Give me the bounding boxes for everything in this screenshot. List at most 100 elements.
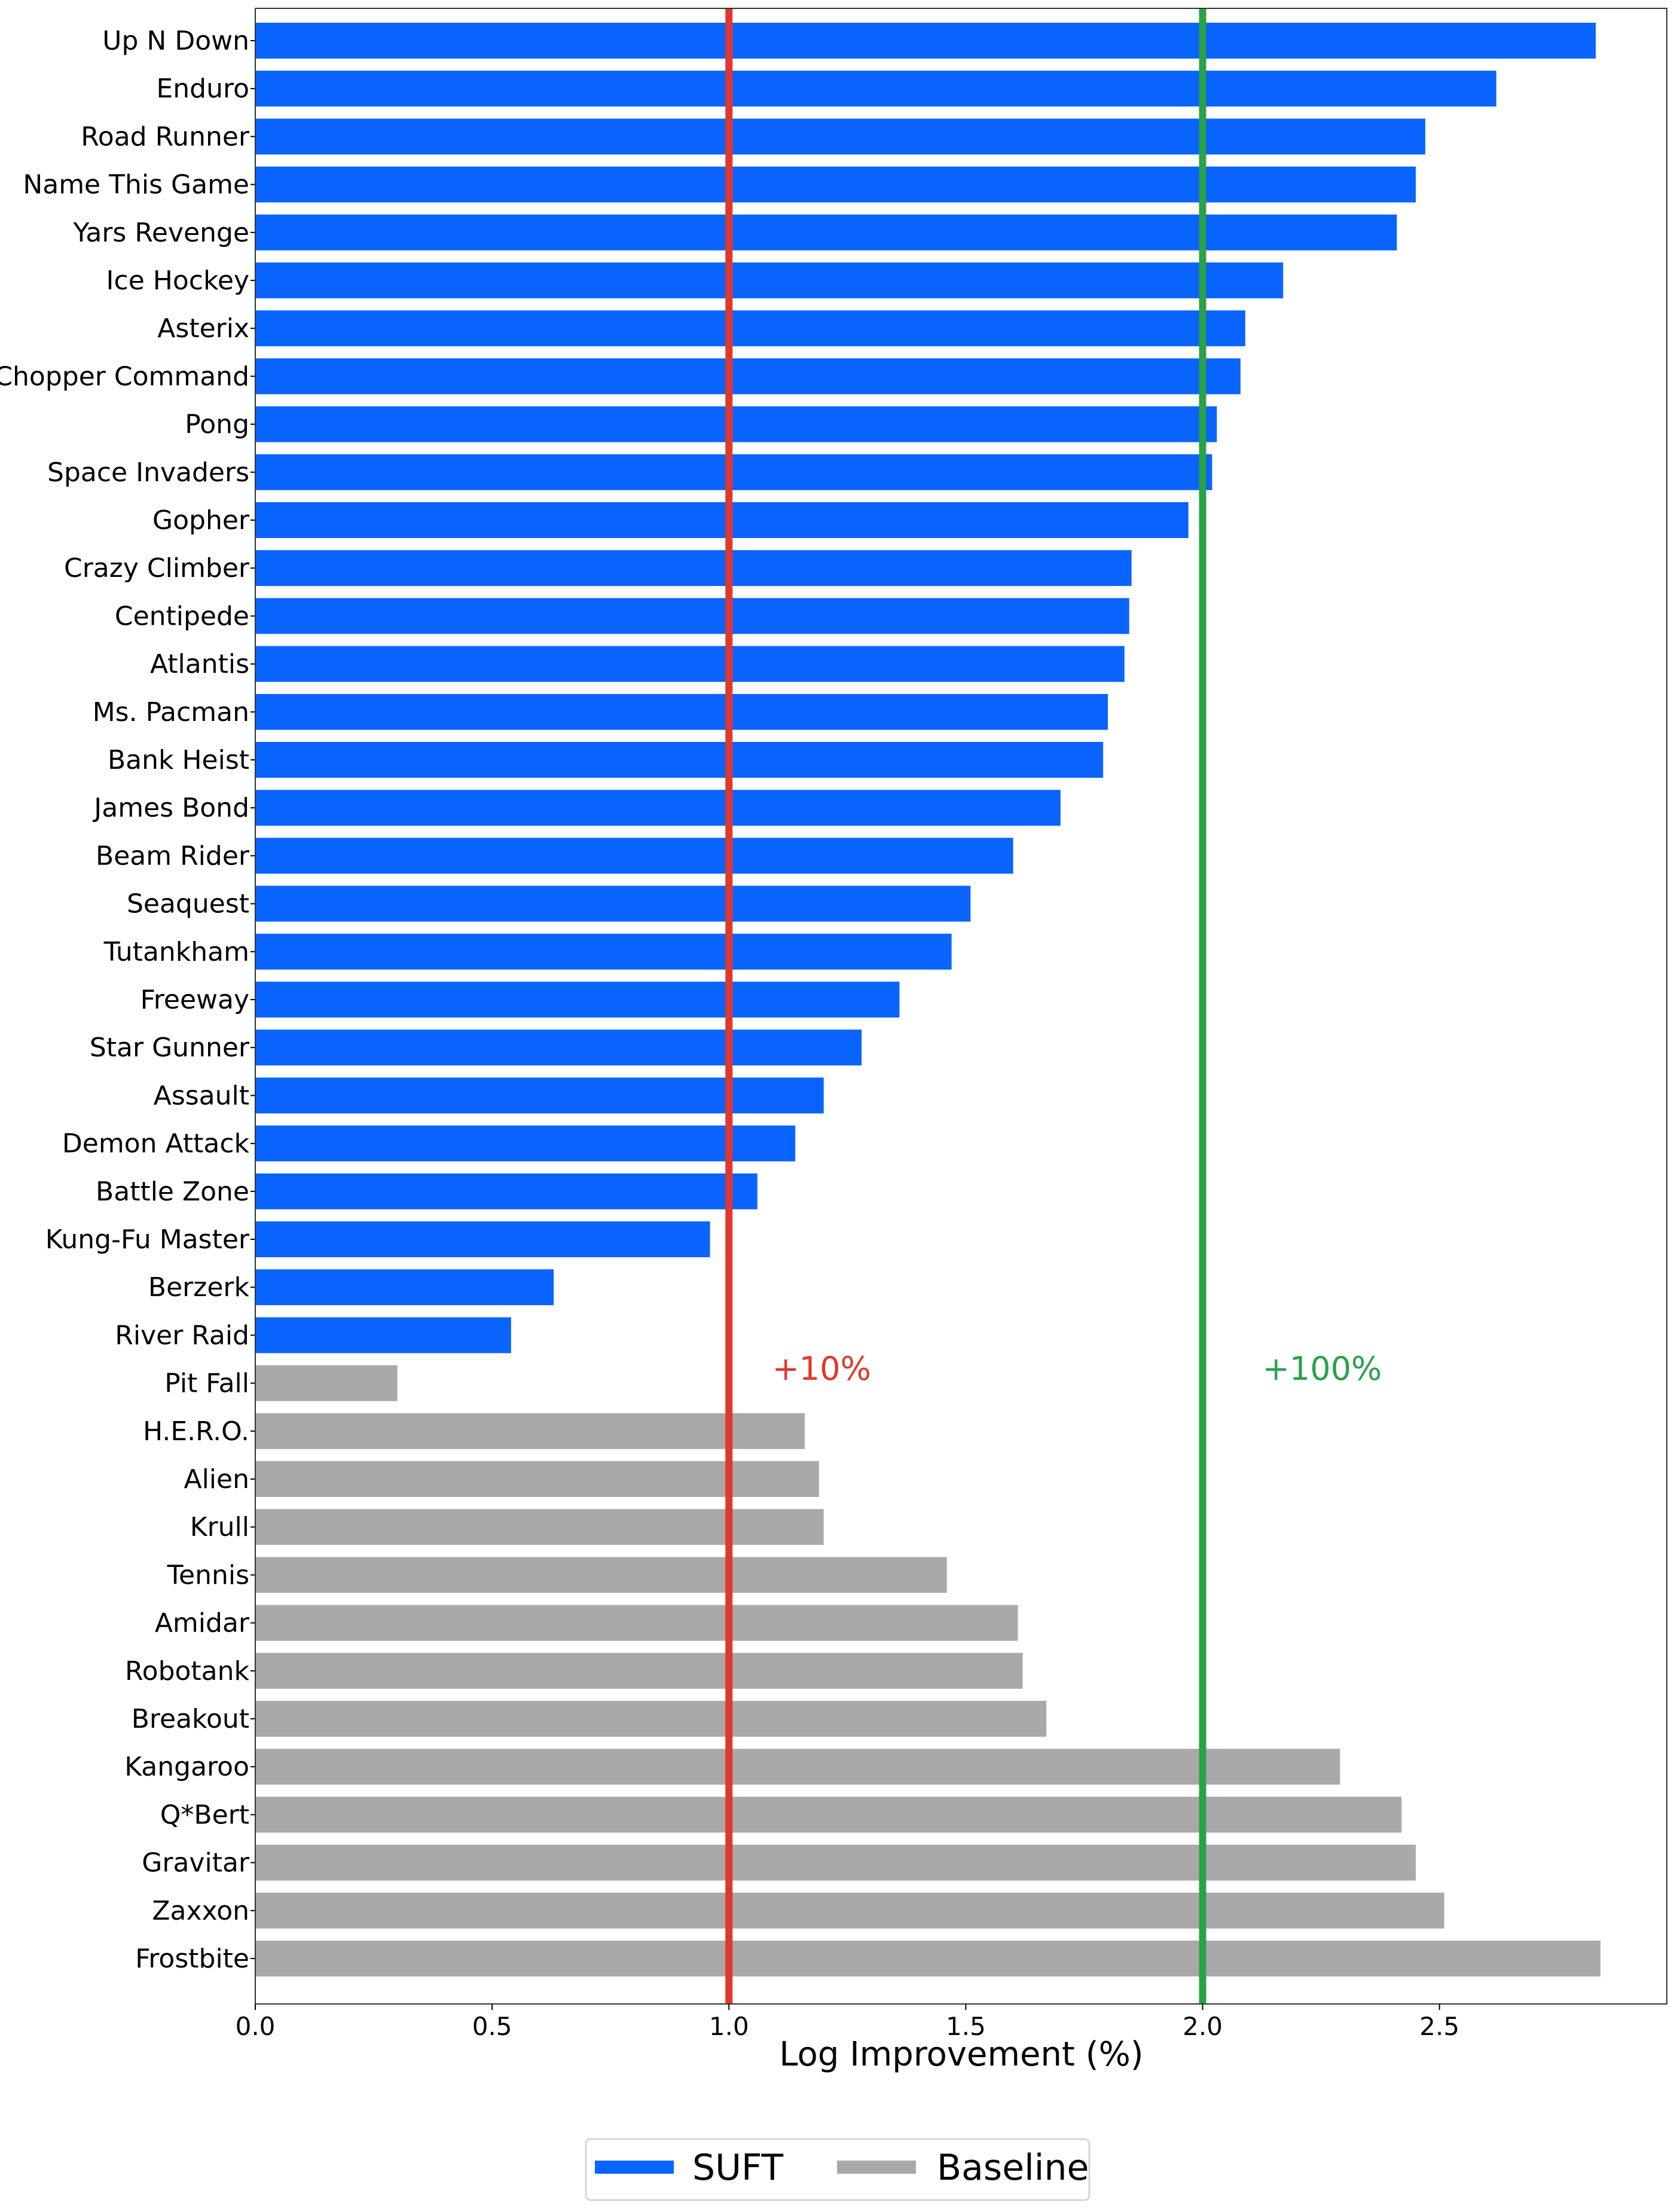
category-label-battle-zone: Battle Zone xyxy=(96,1177,249,1207)
category-label-ms-pacman: Ms. Pacman xyxy=(93,697,249,728)
bar-up-n-down xyxy=(255,23,1596,59)
category-label-krull: Krull xyxy=(190,1512,249,1542)
category-label-asterix: Asterix xyxy=(157,313,249,344)
category-label-tennis: Tennis xyxy=(167,1560,249,1590)
category-label-enduro: Enduro xyxy=(156,74,249,104)
category-label-crazy-climber: Crazy Climber xyxy=(64,553,250,583)
category-label-robotank: Robotank xyxy=(125,1656,249,1687)
bar-freeway xyxy=(255,982,900,1018)
category-label-space-invaders: Space Invaders xyxy=(47,457,249,488)
bar-pong xyxy=(255,406,1217,442)
bar-crazy-climber xyxy=(255,550,1132,586)
x-tick-label: 0.0 xyxy=(236,2012,276,2041)
category-label-road-runner: Road Runner xyxy=(81,121,250,152)
x-tick-label: 1.5 xyxy=(946,2012,986,2041)
bar-river-raid xyxy=(255,1317,511,1354)
bar-q-bert xyxy=(255,1797,1402,1833)
bar-berzerk xyxy=(255,1269,554,1306)
x-axis: 0.0 0.5 1.0 1.5 2.0 2.5 xyxy=(236,2004,1459,2041)
bar-demon-attack xyxy=(255,1125,796,1162)
bar-pit-fall xyxy=(255,1365,398,1401)
category-label-breakout: Breakout xyxy=(132,1704,249,1734)
category-label-q-bert: Q*Bert xyxy=(160,1799,249,1830)
category-label-beam-rider: Beam Rider xyxy=(96,841,250,871)
category-label-gopher: Gopher xyxy=(152,505,250,536)
bar-robotank xyxy=(255,1652,1023,1689)
bar-seaquest xyxy=(255,885,971,922)
bar-tennis xyxy=(255,1557,947,1593)
legend-label-baseline: Baseline xyxy=(937,2147,1089,2189)
legend-items: SUFT Baseline xyxy=(595,2147,1089,2189)
bar-space-invaders xyxy=(255,454,1212,490)
bar-ice-hockey xyxy=(255,262,1284,298)
legend-swatch-baseline xyxy=(837,2161,916,2174)
bar-frostbite xyxy=(255,1941,1601,1976)
bar-james-bond xyxy=(255,790,1061,826)
category-label-atlantis: Atlantis xyxy=(150,649,249,680)
category-label-seaquest: Seaquest xyxy=(127,889,249,919)
legend: SUFT Baseline xyxy=(585,2138,1090,2201)
reference-label-100pct: +100% xyxy=(1263,1350,1382,1388)
reference-label-10pct: +10% xyxy=(772,1350,871,1388)
category-label-alien: Alien xyxy=(184,1464,249,1495)
bar-road-runner xyxy=(255,118,1425,155)
bar-kangaroo xyxy=(255,1749,1340,1785)
legend-swatch-suft xyxy=(595,2161,674,2174)
category-label-james-bond: James Bond xyxy=(92,793,249,823)
bar-beam-rider xyxy=(255,838,1013,874)
bar-h-e-r-o xyxy=(255,1413,805,1449)
x-axis-title: Log Improvement (%) xyxy=(779,2035,1143,2074)
bar-name-this-game xyxy=(255,166,1416,203)
x-tick-label: 1.0 xyxy=(709,2012,749,2041)
bar-assault xyxy=(255,1077,824,1114)
category-label-freeway: Freeway xyxy=(140,985,249,1015)
category-label-frostbite: Frostbite xyxy=(135,1944,249,1974)
category-label-demon-attack: Demon Attack xyxy=(62,1129,250,1159)
category-label-up-n-down: Up N Down xyxy=(102,26,249,56)
reference-lines: +10% +100% xyxy=(725,8,1382,2004)
bar-gravitar xyxy=(255,1844,1416,1881)
category-labels: Up N Down Enduro Road Runner Name This Game… xyxy=(0,26,255,1974)
bar-gopher xyxy=(255,502,1189,538)
category-label-kung-fu-master: Kung-Fu Master xyxy=(45,1224,250,1255)
category-label-yars-revenge: Yars Revenge xyxy=(73,218,249,248)
bars-layer xyxy=(255,23,1601,1976)
category-label-bank-heist: Bank Heist xyxy=(108,745,249,775)
category-label-river-raid: River Raid xyxy=(115,1320,249,1351)
x-tick-label: 0.5 xyxy=(472,2012,512,2041)
bar-battle-zone xyxy=(255,1173,757,1209)
category-label-berzerk: Berzerk xyxy=(148,1272,250,1303)
legend-label-suft: SUFT xyxy=(692,2147,783,2189)
category-label-chopper-command: Chopper Command xyxy=(0,361,249,392)
bar-chopper-command xyxy=(255,358,1241,395)
category-label-pit-fall: Pit Fall xyxy=(164,1368,249,1399)
bar-bank-heist xyxy=(255,742,1104,778)
bar-asterix xyxy=(255,310,1245,347)
category-label-assault: Assault xyxy=(154,1080,249,1111)
category-label-gravitar: Gravitar xyxy=(142,1848,250,1878)
bar-krull xyxy=(255,1509,824,1545)
x-tick-label: 2.5 xyxy=(1419,2012,1459,2041)
plot-frame xyxy=(255,8,1667,2005)
category-label-amidar: Amidar xyxy=(155,1608,250,1639)
category-label-h-e-r-o: H.E.R.O. xyxy=(143,1416,249,1447)
bar-tutankham xyxy=(255,933,952,970)
x-tick-label: 2.0 xyxy=(1183,2012,1223,2041)
category-label-kangaroo: Kangaroo xyxy=(124,1752,249,1782)
bar-enduro xyxy=(255,71,1496,107)
bar-star-gunner xyxy=(255,1029,862,1066)
category-label-pong: Pong xyxy=(185,410,249,440)
bar-zaxxon xyxy=(255,1892,1444,1929)
bar-amidar xyxy=(255,1605,1018,1641)
bar-atlantis xyxy=(255,646,1125,682)
category-label-tutankham: Tutankham xyxy=(103,937,249,967)
category-label-centipede: Centipede xyxy=(115,601,249,631)
category-label-zaxxon: Zaxxon xyxy=(152,1896,249,1926)
category-label-name-this-game: Name This Game xyxy=(23,170,249,200)
bar-yars-revenge xyxy=(255,214,1397,250)
bar-alien xyxy=(255,1461,819,1497)
category-label-star-gunner: Star Gunner xyxy=(90,1032,250,1063)
bar-kung-fu-master xyxy=(255,1221,710,1257)
bar-centipede xyxy=(255,598,1129,634)
category-label-ice-hockey: Ice Hockey xyxy=(106,265,249,296)
